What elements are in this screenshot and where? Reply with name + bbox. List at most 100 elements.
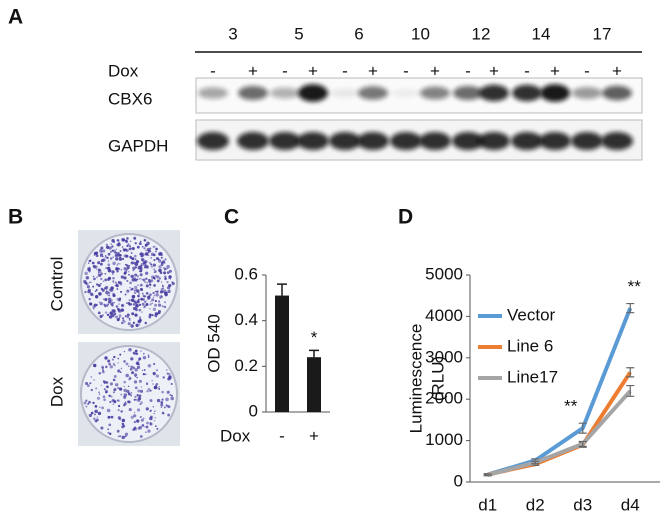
- colony: [119, 387, 123, 391]
- cell-line-label: 6: [354, 24, 363, 43]
- colony: [147, 363, 152, 368]
- colony: [161, 398, 164, 401]
- colony: [91, 261, 95, 265]
- colony: [171, 394, 173, 397]
- colony: [117, 409, 120, 412]
- colony: [138, 308, 142, 312]
- colony: [135, 260, 139, 263]
- colony: [107, 260, 110, 262]
- colony: [136, 275, 139, 278]
- colony: [166, 280, 169, 284]
- blot-band: [237, 132, 269, 150]
- colony: [119, 263, 121, 265]
- colony: [141, 292, 144, 295]
- colony: [128, 365, 130, 368]
- colony: [140, 297, 144, 301]
- colony: [155, 374, 159, 378]
- colony: [126, 266, 130, 270]
- colony: [144, 281, 147, 284]
- error-bar: [626, 384, 635, 397]
- bar: [307, 357, 321, 412]
- colony: [114, 281, 118, 284]
- colony: [158, 386, 160, 388]
- colony: [133, 380, 138, 384]
- treatment-sign: +: [550, 61, 560, 80]
- colony: [84, 290, 87, 294]
- colony: [143, 238, 147, 242]
- colony: [135, 399, 138, 401]
- colony: [160, 401, 164, 404]
- colony: [110, 415, 114, 419]
- colony: [149, 283, 152, 286]
- colony: [142, 352, 145, 355]
- colony: [133, 254, 137, 258]
- colony: [154, 386, 158, 390]
- colony: [126, 279, 129, 283]
- colony: [142, 355, 147, 360]
- colony: [166, 390, 170, 394]
- colony: [126, 316, 129, 319]
- colony: [157, 275, 160, 278]
- colony: [135, 304, 139, 308]
- colony: [149, 286, 151, 289]
- colony: [145, 407, 149, 411]
- colony: [84, 271, 88, 276]
- colony: [158, 252, 162, 256]
- error-bar: [626, 367, 635, 378]
- colony: [133, 300, 136, 303]
- colony: [102, 368, 104, 371]
- panel-label: B: [8, 206, 23, 229]
- colony: [164, 301, 166, 304]
- colony: [99, 314, 103, 318]
- colony: [139, 277, 142, 280]
- colony: [118, 297, 122, 300]
- colony: [104, 297, 108, 302]
- colony: [124, 432, 129, 436]
- colony: [112, 280, 115, 282]
- colony: [87, 267, 91, 272]
- colony: [120, 410, 123, 413]
- colony: [140, 269, 143, 272]
- colony: [140, 401, 143, 404]
- colony: [112, 309, 116, 313]
- colony: [126, 289, 130, 293]
- colony: [125, 254, 129, 258]
- colony: [169, 275, 171, 278]
- colony: [168, 269, 172, 273]
- colony: [141, 424, 145, 427]
- colony: [96, 276, 98, 279]
- blot-row-label: GAPDH: [108, 136, 168, 155]
- colony: [138, 357, 142, 361]
- colony: [119, 250, 122, 252]
- colony: [115, 315, 119, 319]
- colony: [125, 302, 128, 304]
- colony: [141, 311, 143, 313]
- colony: [151, 379, 153, 382]
- colony: [104, 255, 107, 257]
- colony: [157, 303, 162, 307]
- blot-band: [420, 86, 450, 100]
- colony: [156, 398, 161, 403]
- x-tick-label: d4: [621, 495, 640, 514]
- colony: [96, 416, 98, 418]
- treatment-sign: +: [308, 61, 318, 80]
- panel-label: D: [398, 206, 413, 229]
- colony: [161, 305, 164, 308]
- colony: [152, 296, 155, 298]
- colony: [123, 393, 128, 397]
- colony: [93, 303, 97, 307]
- colony: [113, 364, 116, 367]
- colony: [97, 273, 101, 277]
- colony: [128, 347, 132, 352]
- colony: [115, 283, 119, 287]
- colony: [163, 271, 167, 275]
- cell-line-label: 12: [472, 24, 491, 43]
- colony: [136, 365, 141, 369]
- colony: [94, 404, 98, 408]
- colony: [155, 293, 159, 297]
- colony: [166, 264, 170, 269]
- colony: [106, 294, 109, 296]
- colony: [132, 266, 136, 270]
- colony: [160, 403, 164, 407]
- colony: [138, 303, 142, 307]
